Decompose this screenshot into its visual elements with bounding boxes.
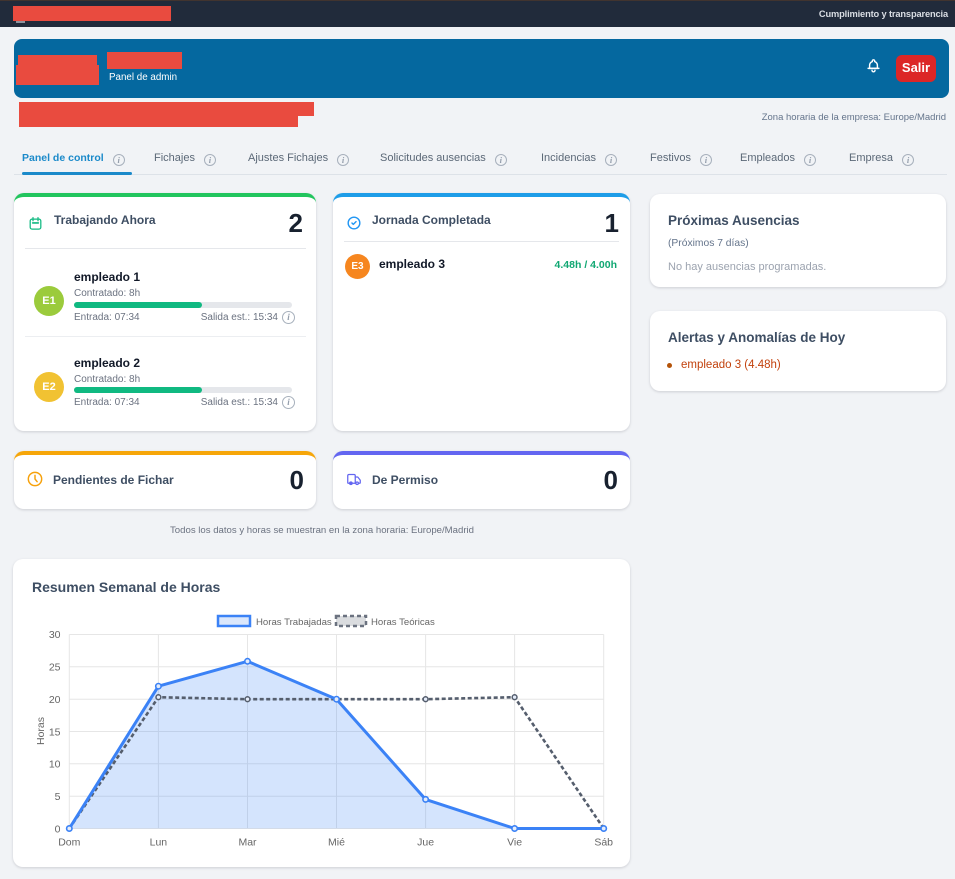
svg-text:Lun: Lun [150,837,168,849]
svg-text:25: 25 [49,662,61,674]
svg-text:Sáb: Sáb [594,837,613,849]
svg-text:Mar: Mar [238,837,257,849]
svg-text:Jue: Jue [417,837,434,849]
svg-text:Horas: Horas [35,717,47,745]
svg-text:Horas Trabajadas: Horas Trabajadas [256,617,332,628]
svg-text:10: 10 [49,759,61,771]
svg-text:20: 20 [49,694,61,706]
svg-text:5: 5 [55,791,61,803]
svg-text:Dom: Dom [58,837,80,849]
svg-text:Horas Teóricas: Horas Teóricas [371,617,435,628]
svg-text:Mié: Mié [328,837,345,849]
svg-text:30: 30 [49,629,61,641]
svg-text:Vie: Vie [507,837,522,849]
svg-text:0: 0 [55,823,61,835]
svg-text:15: 15 [49,726,61,738]
